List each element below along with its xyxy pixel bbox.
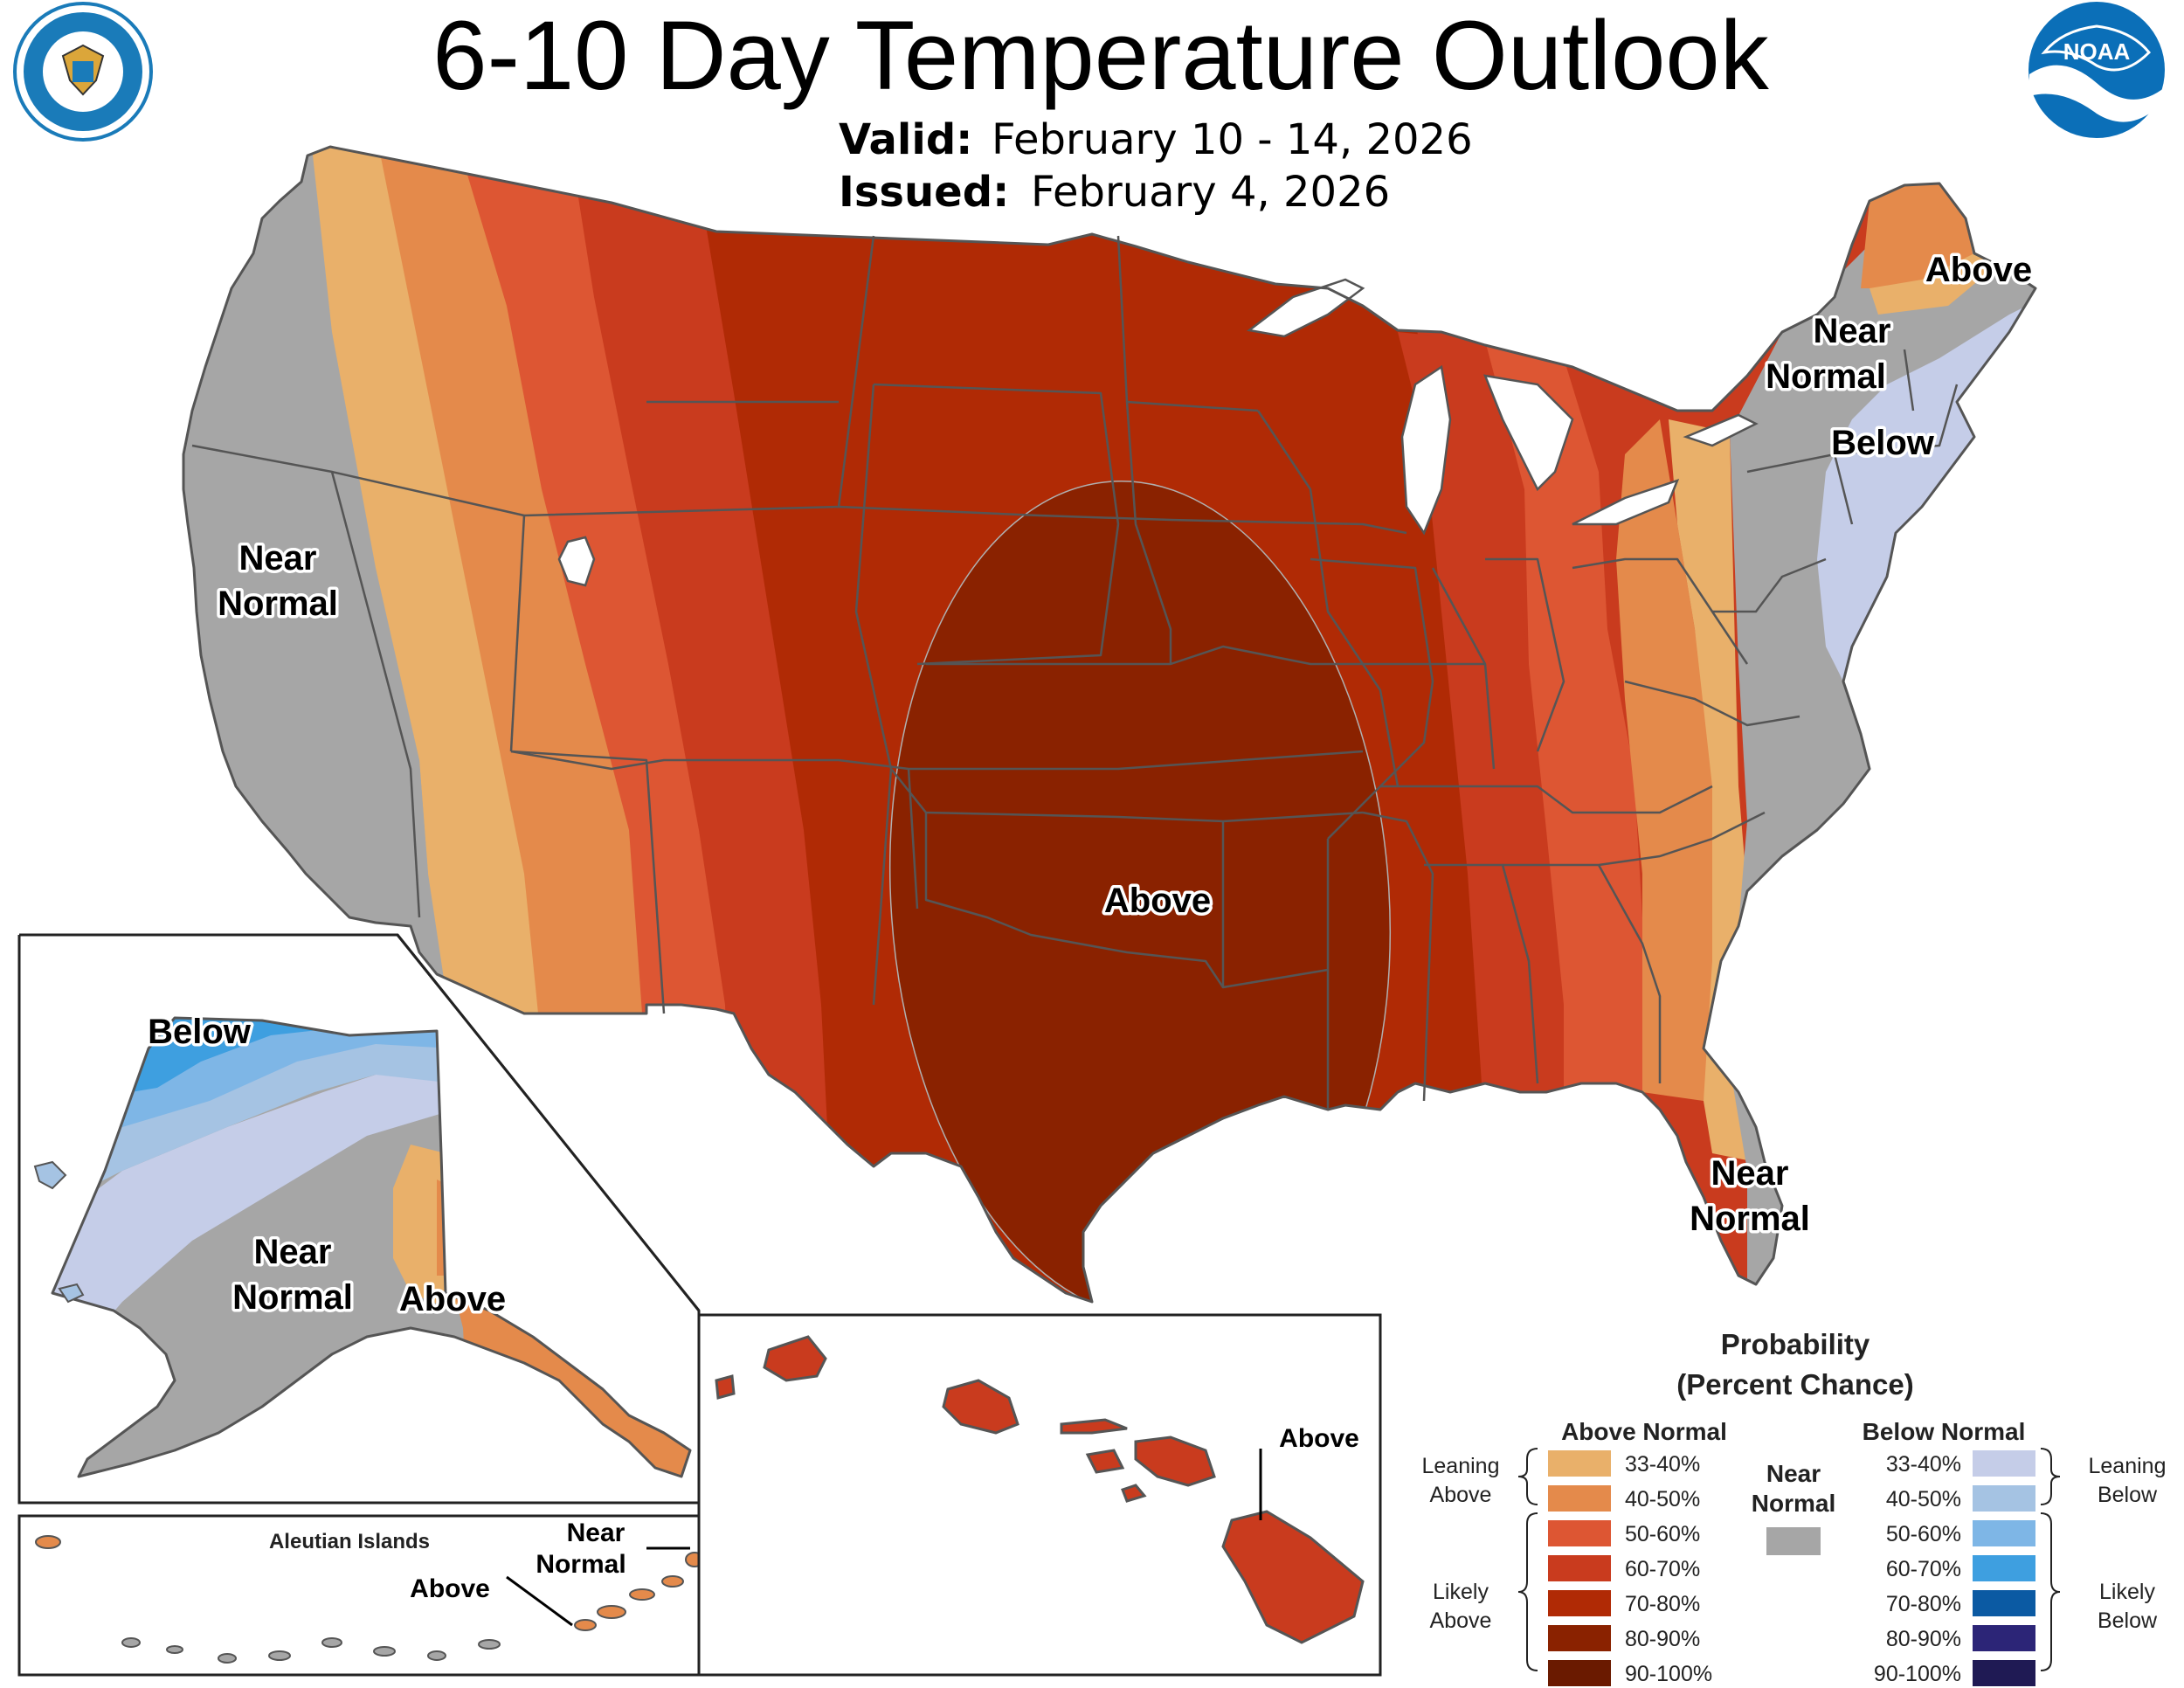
- legend-swatch-below-1: [1973, 1485, 2035, 1512]
- legend-leaning-above-1: Leaning: [1422, 1454, 1500, 1478]
- page-title: 6-10 Day Temperature Outlook: [432, 1, 1769, 110]
- legend-label-above-2: 50-60%: [1625, 1522, 1700, 1546]
- label-fl-near-normal-2: Normal: [1690, 1200, 1810, 1238]
- label-west-near-normal-2: Normal: [218, 585, 338, 623]
- legend-likely-above-2: Above: [1430, 1608, 1492, 1633]
- legend-title-2: (Percent Chance): [1676, 1368, 1913, 1401]
- label-ne-near-normal-1: Near: [1814, 312, 1891, 350]
- label-aleutian-above: Above: [410, 1574, 490, 1603]
- legend-leaning-below-1: Leaning: [2089, 1454, 2167, 1478]
- band-above-maine: [1861, 183, 1974, 288]
- legend-below-header: Below Normal: [1863, 1418, 2026, 1445]
- label-aleutian-title: Aleutian Islands: [269, 1530, 430, 1553]
- legend-likely-below-1: Likely: [2099, 1580, 2155, 1604]
- legend-swatch-above-5: [1548, 1625, 1611, 1651]
- legend-swatch-below-0: [1973, 1450, 2035, 1477]
- label-west-near-normal-1: Near: [239, 539, 317, 578]
- label-ne-below: Below: [1831, 424, 1935, 462]
- legend-swatch-above-4: [1548, 1590, 1611, 1616]
- label-ak-near-normal-1: Near: [254, 1233, 332, 1271]
- label-fl-near-normal-1: Near: [1711, 1154, 1789, 1193]
- issued-value: February 4, 2026: [1031, 168, 1390, 217]
- legend-label-below-1: 40-50%: [1886, 1487, 1961, 1512]
- legend-label-above-6: 90-100%: [1625, 1662, 1712, 1686]
- legend-label-below-4: 70-80%: [1886, 1592, 1961, 1616]
- legend-swatch-above-1: [1548, 1485, 1611, 1512]
- legend-above-items: 33-40% 40-50% 50-60% 60-70% 70-80% 80-90% 90-1…: [1548, 1450, 1712, 1686]
- label-ak-near-normal-2: Normal: [232, 1278, 353, 1317]
- label-ne-near-normal-2: Normal: [1766, 357, 1886, 396]
- valid-value: February 10 - 14, 2026: [992, 115, 1473, 164]
- legend-swatch-above-3: [1548, 1555, 1611, 1581]
- legend-swatch-above-2: [1548, 1520, 1611, 1546]
- state-boundaries: [191, 235, 1959, 1110]
- band-above-50-60-east: [1485, 341, 1642, 1136]
- noaa-logo-text: NOAA: [2063, 38, 2131, 65]
- legend-swatch-below-4: [1973, 1590, 2035, 1616]
- valid-label: Valid:: [839, 115, 972, 164]
- legend-label-below-6: 90-100%: [1874, 1662, 1961, 1686]
- legend-label-below-3: 60-70%: [1886, 1557, 1961, 1581]
- legend-swatch-below-3: [1973, 1555, 2035, 1581]
- legend-label-above-1: 40-50%: [1625, 1487, 1700, 1512]
- legend-near-normal-1: Near: [1766, 1460, 1821, 1487]
- band-above-33-40-east: [1669, 419, 1756, 1162]
- legend-label-below-0: 33-40%: [1886, 1452, 1961, 1477]
- legend-label-above-4: 70-80%: [1625, 1592, 1700, 1616]
- legend-label-above-0: 33-40%: [1625, 1452, 1700, 1477]
- label-aleutian-near-normal-1: Near: [567, 1519, 625, 1547]
- legend-swatch-below-2: [1973, 1520, 2035, 1546]
- legend-near-normal-swatch: [1766, 1527, 1821, 1555]
- legend-label-above-3: 60-70%: [1625, 1557, 1700, 1581]
- hawaii-inset: [697, 1313, 1382, 1677]
- legend-label-above-5: 80-90%: [1625, 1627, 1700, 1651]
- doc-seal-logo: [13, 2, 153, 142]
- legend-likely-below-2: Below: [2098, 1608, 2158, 1633]
- legend-label-below-5: 80-90%: [1886, 1627, 1961, 1651]
- band-above-maine-33: [1870, 253, 2001, 315]
- legend-leaning-above-2: Above: [1430, 1483, 1492, 1507]
- legend-below-items: 33-40% 40-50% 50-60% 60-70% 70-80% 80-90% 90-1…: [1874, 1450, 2035, 1686]
- great-lakes: [557, 278, 1759, 587]
- label-central-above: Above: [1104, 882, 1211, 920]
- legend-label-below-2: 50-60%: [1886, 1522, 1961, 1546]
- label-aleutian-near-normal-2: Normal: [536, 1550, 625, 1579]
- label-maine-above: Above: [1925, 251, 2032, 289]
- noaa-logo: NOAA: [2028, 2, 2165, 138]
- legend-near-normal-2: Normal: [1752, 1490, 1835, 1517]
- legend-swatch-below-5: [1973, 1625, 2035, 1651]
- legend-title-1: Probability: [1721, 1328, 1870, 1360]
- legend: Probability (Percent Chance) Above Norma…: [1422, 1328, 2167, 1686]
- label-hawaii-above: Above: [1279, 1424, 1359, 1453]
- label-ak-above: Above: [399, 1280, 506, 1318]
- legend-swatch-above-0: [1548, 1450, 1611, 1477]
- legend-leaning-below-2: Below: [2098, 1483, 2158, 1507]
- legend-swatch-below-6: [1973, 1660, 2035, 1686]
- label-ak-below: Below: [148, 1013, 252, 1051]
- legend-likely-above-1: Likely: [1433, 1580, 1489, 1604]
- legend-above-header: Above Normal: [1561, 1418, 1727, 1445]
- issued-label: Issued:: [839, 168, 1009, 217]
- alaska-inset: [17, 933, 704, 1677]
- legend-swatch-above-6: [1548, 1660, 1611, 1686]
